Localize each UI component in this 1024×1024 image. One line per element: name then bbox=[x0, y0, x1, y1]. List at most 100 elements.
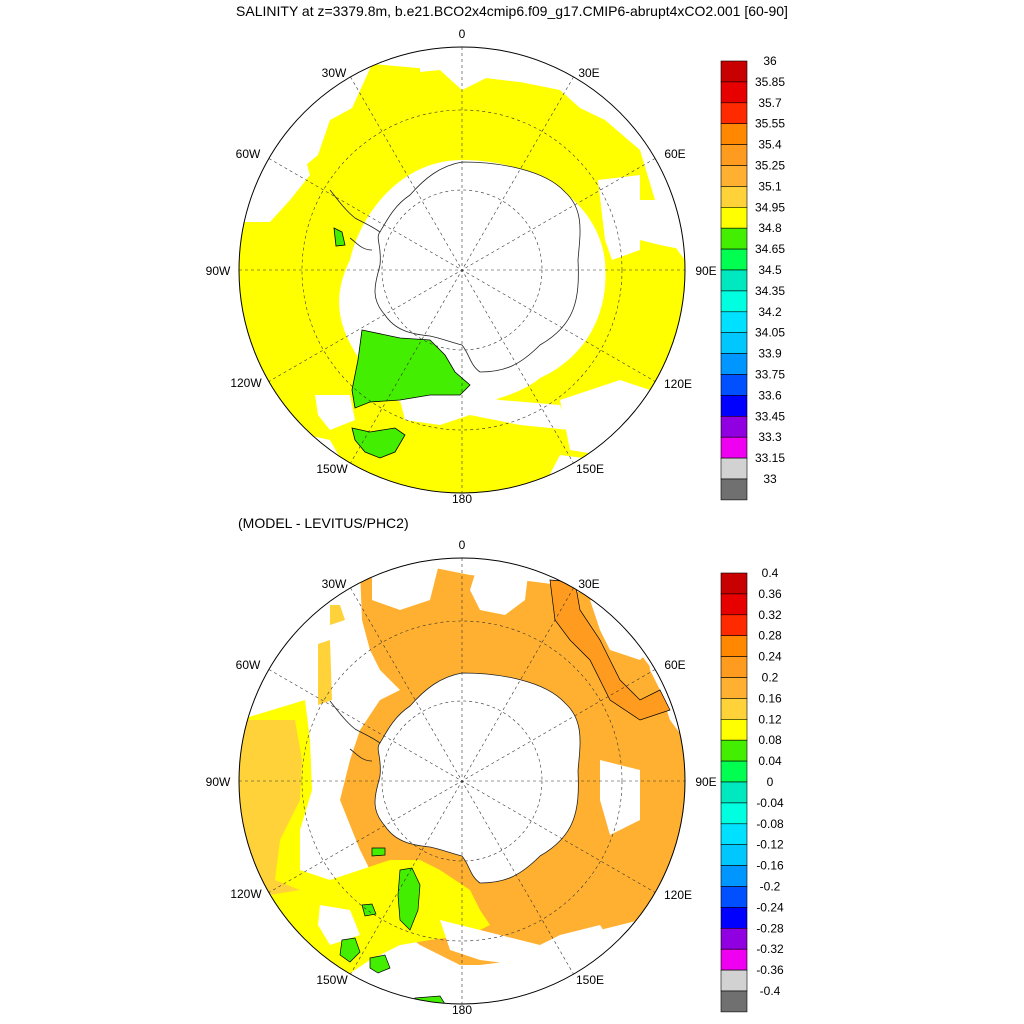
antarctica-outline-2 bbox=[374, 672, 581, 884]
difference-longitude-labels: 0 30E 60E 90E 120E 150E 180 150W 120W 90W 60W 30W bbox=[206, 538, 717, 1017]
colorbar-tick-label: -0.36 bbox=[756, 963, 784, 977]
colorbar-swatch bbox=[720, 457, 748, 480]
longitude-label: 90E bbox=[695, 775, 716, 789]
longitude-label: 120W bbox=[230, 887, 262, 901]
salinity-region-green bbox=[351, 329, 471, 409]
colorbar-tick-label: 33.6 bbox=[758, 388, 782, 402]
difference-colorbar: 0.4 0.36 0.32 0.28 0.24 0.2 0.16 0.12 0.08 0.04 0 -… bbox=[720, 566, 784, 1013]
longitude-label: 120E bbox=[664, 888, 692, 902]
colorbar-tick-label: 33 bbox=[763, 472, 777, 486]
colorbar-swatch bbox=[720, 677, 748, 699]
colorbar-swatch bbox=[720, 739, 748, 762]
colorbar-swatch bbox=[720, 415, 748, 438]
colorbar-tick-label: 0.08 bbox=[758, 733, 782, 747]
colorbar-swatch bbox=[720, 927, 748, 950]
colorbar-tick-label: 35.7 bbox=[758, 96, 782, 110]
colorbar-tick-label: 33.9 bbox=[758, 347, 782, 361]
colorbar-tick-label: 33.3 bbox=[758, 430, 782, 444]
colorbar-swatch bbox=[720, 269, 748, 292]
colorbar-swatch bbox=[720, 614, 748, 636]
colorbar-tick-label: -0.32 bbox=[756, 942, 784, 956]
salinity-region-yellow bbox=[239, 64, 685, 493]
colorbar-swatch bbox=[720, 572, 748, 595]
colorbar-swatch bbox=[720, 823, 748, 845]
colorbar-tick-label: 33.15 bbox=[755, 451, 785, 465]
colorbar-swatch bbox=[720, 635, 748, 657]
colorbar-tick-label: 33.75 bbox=[755, 368, 785, 382]
colorbar-swatch bbox=[720, 718, 748, 741]
colorbar-tick-label: 0.04 bbox=[758, 754, 782, 768]
colorbar-tick-label: -0.2 bbox=[760, 880, 781, 894]
colorbar-swatch bbox=[720, 248, 748, 271]
colorbar-tick-label: 34.5 bbox=[758, 263, 782, 277]
salinity-longitude-labels: 0 30E 60E 90E 120E 150E 180 150W 120W 90W 60W 30W bbox=[206, 27, 717, 506]
longitude-label: 30E bbox=[578, 577, 599, 591]
colorbar-swatch bbox=[720, 374, 748, 396]
colorbar-swatch bbox=[720, 290, 748, 313]
colorbar-swatch bbox=[720, 886, 748, 908]
colorbar-tick-label: 35.4 bbox=[758, 138, 782, 152]
colorbar-swatch bbox=[720, 907, 748, 929]
colorbar-tick-label: -0.08 bbox=[756, 817, 784, 831]
colorbar-tick-label: 0.28 bbox=[758, 629, 782, 643]
longitude-label: 60W bbox=[236, 147, 261, 161]
colorbar-tick-label: -0.12 bbox=[756, 838, 784, 852]
colorbar-swatch bbox=[720, 436, 748, 459]
longitude-label: 30E bbox=[578, 66, 599, 80]
colorbar-tick-label: 0.2 bbox=[762, 671, 779, 685]
colorbar-tick-label: 34.2 bbox=[758, 305, 782, 319]
longitude-label: 0 bbox=[459, 538, 466, 552]
colorbar-swatch bbox=[720, 760, 748, 783]
colorbar-tick-label: 36 bbox=[763, 54, 777, 68]
colorbar-swatch bbox=[720, 478, 748, 501]
colorbar-tick-label: 34.65 bbox=[755, 242, 785, 256]
longitude-label: 60W bbox=[236, 658, 261, 672]
longitude-label: 60E bbox=[664, 147, 685, 161]
colorbar-tick-label: 34.8 bbox=[758, 221, 782, 235]
salinity-colorbar: 36 35.85 35.7 35.55 35.4 35.25 35.1 34.95 34.8 34… bbox=[720, 54, 785, 501]
longitude-label: 30W bbox=[322, 577, 347, 591]
colorbar-tick-label: 34.95 bbox=[755, 200, 785, 214]
colorbar-tick-label: 34.35 bbox=[755, 284, 785, 298]
longitude-label: 30W bbox=[322, 66, 347, 80]
longitude-label: 150E bbox=[576, 462, 604, 476]
colorbar-swatch bbox=[720, 144, 748, 166]
colorbar-swatch bbox=[720, 844, 748, 866]
colorbar-swatch bbox=[720, 990, 748, 1013]
colorbar-tick-label: -0.04 bbox=[756, 796, 784, 810]
colorbar-swatch bbox=[720, 395, 748, 417]
colorbar-swatch bbox=[720, 165, 748, 187]
colorbar-swatch bbox=[720, 186, 748, 208]
colorbar-tick-label: -0.4 bbox=[760, 984, 781, 998]
salinity-graticule bbox=[239, 47, 685, 493]
longitude-label: 120W bbox=[230, 376, 262, 390]
colorbar-tick-label: 34.05 bbox=[755, 326, 785, 340]
colorbar-tick-label: 0.16 bbox=[758, 691, 782, 705]
longitude-label: 120E bbox=[664, 377, 692, 391]
colorbar-swatch bbox=[720, 948, 748, 971]
longitude-label: 90E bbox=[695, 264, 716, 278]
colorbar-swatch bbox=[720, 311, 748, 333]
longitude-label: 180 bbox=[452, 492, 472, 506]
colorbar-tick-label: 0.36 bbox=[758, 587, 782, 601]
antarctica-outline bbox=[374, 161, 581, 373]
colorbar-swatch bbox=[720, 593, 748, 616]
colorbar-tick-label: 35.85 bbox=[755, 75, 785, 89]
difference-subtitle: (MODEL - LEVITUS/PHC2) bbox=[238, 515, 409, 531]
longitude-label: 180 bbox=[452, 1003, 472, 1017]
difference-graticule bbox=[239, 558, 685, 1004]
colorbar-swatch bbox=[720, 227, 748, 250]
colorbar-tick-label: 35.1 bbox=[758, 179, 782, 193]
colorbar-tick-label: -0.16 bbox=[756, 859, 784, 873]
figure-title: SALINITY at z=3379.8m, b.e21.BCO2x4cmip6… bbox=[236, 3, 788, 19]
colorbar-swatch bbox=[720, 353, 748, 375]
colorbar-tick-label: -0.28 bbox=[756, 921, 784, 935]
longitude-label: 60E bbox=[664, 658, 685, 672]
diff-region-yellow bbox=[239, 700, 490, 1004]
colorbar-swatch bbox=[720, 969, 748, 992]
colorbar-swatch bbox=[720, 332, 748, 354]
colorbar-swatch bbox=[720, 102, 748, 125]
difference-map bbox=[238, 557, 686, 1005]
longitude-label: 150E bbox=[576, 973, 604, 987]
